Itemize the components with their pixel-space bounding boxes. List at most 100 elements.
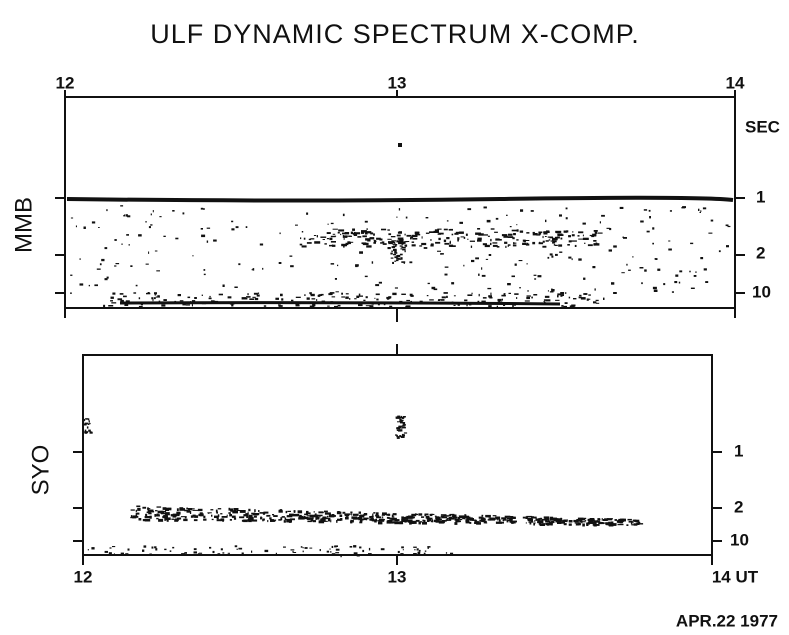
speckle-dot: [393, 245, 397, 247]
speckle-dot: [506, 519, 509, 523]
speckle-dot: [464, 514, 467, 517]
speckle-dot: [466, 517, 471, 521]
speckle-dot: [565, 292, 567, 294]
speckle-dot: [165, 514, 170, 516]
speckle-dot: [350, 511, 353, 514]
speckle-dot: [200, 207, 204, 210]
speckle-dot: [380, 242, 383, 244]
speckle-dot: [465, 233, 468, 236]
speckle-dot: [193, 519, 198, 522]
speckle-dot: [259, 512, 266, 514]
speckle-dot: [401, 246, 406, 249]
speckle-dot: [496, 305, 498, 308]
speckle-dot: [454, 522, 458, 525]
speckle-dot: [554, 244, 558, 246]
speckle-dot: [467, 294, 473, 296]
speckle-dot: [194, 297, 197, 299]
speckle-dot: [533, 523, 535, 526]
speckle-dot: [260, 517, 263, 520]
speckle-dot: [138, 234, 142, 237]
speckle-dot: [322, 239, 325, 240]
speckle-dot: [547, 256, 550, 259]
speckle-dot: [595, 302, 600, 304]
speckle-dot: [404, 520, 407, 523]
speckle-dot: [545, 517, 548, 521]
speckle-dot: [560, 521, 565, 524]
speckle-dot: [84, 422, 88, 425]
speckle-dot: [449, 241, 451, 244]
speckle-dot: [400, 257, 403, 260]
speckle-dot: [247, 511, 249, 514]
speckle-dot: [438, 232, 444, 235]
speckle-dot: [317, 514, 323, 517]
speckle-dot: [182, 212, 185, 215]
speckle-dot: [286, 515, 293, 518]
speckle-dot: [501, 298, 503, 301]
speckle-dot: [557, 233, 563, 236]
speckle-dot: [376, 298, 379, 301]
speckle-dot: [228, 508, 233, 511]
speckle-dot: [379, 238, 383, 241]
speckle-dot: [527, 517, 533, 520]
speckle-dot: [599, 518, 601, 521]
speckle-dot: [519, 230, 524, 233]
speckle-dot: [563, 519, 568, 521]
speckle-dot: [449, 240, 451, 242]
speckle-dot: [300, 237, 302, 240]
speckle-dot: [259, 243, 264, 246]
speckle-dot: [679, 270, 683, 273]
speckle-dot: [539, 241, 541, 243]
speckle-dot: [238, 547, 243, 550]
speckle-dot: [135, 284, 138, 287]
speckle-dot: [332, 233, 336, 235]
speckle-dot: [410, 294, 414, 297]
speckle-dot: [120, 299, 124, 302]
speckle-dot: [652, 242, 654, 245]
speckle-dot: [375, 515, 380, 517]
panel-frame: [64, 96, 736, 309]
speckle-dot: [423, 552, 426, 554]
speckle-dot: [127, 215, 131, 218]
speckle-dot: [318, 520, 325, 524]
speckle-dot: [608, 523, 614, 527]
speckle-dot: [220, 513, 223, 515]
speckle-dot: [358, 295, 363, 297]
speckle-dot: [483, 206, 487, 209]
speckle-dot: [601, 214, 605, 217]
speckle-dot: [457, 238, 460, 240]
speckle-dot: [203, 273, 206, 276]
speckle-dot: [440, 514, 447, 516]
speckle-dot: [424, 514, 427, 517]
speckle-dot: [443, 239, 447, 243]
speckle-dot: [209, 295, 211, 298]
speckle-dot: [440, 302, 443, 304]
speckle-dot: [421, 236, 423, 239]
speckle-dot: [465, 519, 469, 523]
speckle-dot: [560, 292, 565, 295]
speckle-dot: [376, 516, 382, 519]
speckle-dot: [537, 520, 543, 523]
speckle-dot: [505, 245, 507, 248]
speckle-dot: [318, 511, 324, 514]
speckle-dot: [346, 515, 349, 517]
speckle-dot: [557, 293, 562, 296]
speckle-dot: [303, 515, 306, 519]
speckle-dot: [611, 518, 613, 520]
speckle-dot: [581, 297, 586, 300]
speckle-dot: [522, 242, 527, 245]
speckle-dot: [251, 519, 258, 522]
speckle-dot: [328, 518, 331, 522]
speckle-dot: [89, 431, 93, 434]
speckle-dot: [166, 507, 172, 511]
speckle-dot: [179, 508, 185, 511]
speckle-dot: [89, 422, 91, 425]
speckle-dot: [387, 238, 392, 240]
speckle-dot: [648, 209, 651, 212]
speckle-dot: [681, 207, 686, 209]
speckle-dot: [487, 235, 490, 237]
speckle-dot: [527, 518, 533, 522]
speckle-dot: [397, 255, 401, 257]
speckle-dot: [201, 294, 203, 296]
speckle-dot: [306, 510, 309, 514]
speckle-dot: [308, 238, 311, 241]
